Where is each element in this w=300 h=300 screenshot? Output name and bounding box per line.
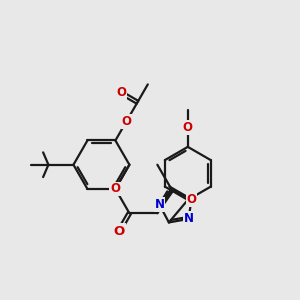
- Text: O: O: [183, 121, 193, 134]
- Text: O: O: [110, 182, 120, 195]
- Text: N: N: [184, 212, 194, 225]
- Text: O: O: [186, 193, 197, 206]
- Text: O: O: [113, 224, 125, 238]
- Text: N: N: [154, 198, 164, 211]
- Text: O: O: [116, 86, 126, 99]
- Text: O: O: [122, 115, 131, 128]
